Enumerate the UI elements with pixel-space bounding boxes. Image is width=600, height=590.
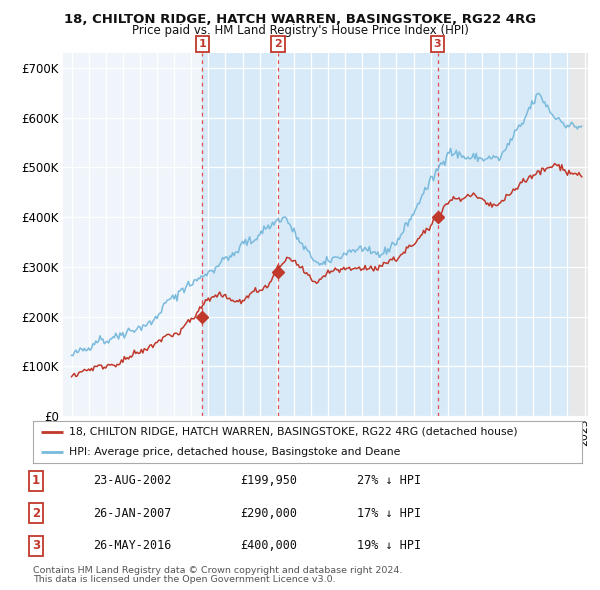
Text: 23-AUG-2002: 23-AUG-2002 (93, 474, 172, 487)
Text: 19% ↓ HPI: 19% ↓ HPI (357, 539, 421, 552)
Text: 1: 1 (32, 474, 40, 487)
Text: 18, CHILTON RIDGE, HATCH WARREN, BASINGSTOKE, RG22 4RG (detached house): 18, CHILTON RIDGE, HATCH WARREN, BASINGS… (68, 427, 517, 437)
Text: £290,000: £290,000 (240, 507, 297, 520)
Bar (437, 53, 570, 416)
Text: 3: 3 (434, 39, 442, 49)
Bar (202, 53, 437, 416)
Text: £199,950: £199,950 (240, 474, 297, 487)
Text: Contains HM Land Registry data © Crown copyright and database right 2024.: Contains HM Land Registry data © Crown c… (33, 566, 403, 575)
Text: 27% ↓ HPI: 27% ↓ HPI (357, 474, 421, 487)
Text: 2: 2 (32, 507, 40, 520)
Text: 17% ↓ HPI: 17% ↓ HPI (357, 507, 421, 520)
Text: 1: 1 (199, 39, 206, 49)
Text: 3: 3 (32, 539, 40, 552)
Text: Price paid vs. HM Land Registry's House Price Index (HPI): Price paid vs. HM Land Registry's House … (131, 24, 469, 37)
Text: 26-MAY-2016: 26-MAY-2016 (93, 539, 172, 552)
Text: 18, CHILTON RIDGE, HATCH WARREN, BASINGSTOKE, RG22 4RG: 18, CHILTON RIDGE, HATCH WARREN, BASINGS… (64, 13, 536, 26)
Bar (570, 53, 588, 416)
Text: £400,000: £400,000 (240, 539, 297, 552)
Text: HPI: Average price, detached house, Basingstoke and Deane: HPI: Average price, detached house, Basi… (68, 447, 400, 457)
Text: 26-JAN-2007: 26-JAN-2007 (93, 507, 172, 520)
Text: This data is licensed under the Open Government Licence v3.0.: This data is licensed under the Open Gov… (33, 575, 335, 584)
Text: 2: 2 (274, 39, 282, 49)
